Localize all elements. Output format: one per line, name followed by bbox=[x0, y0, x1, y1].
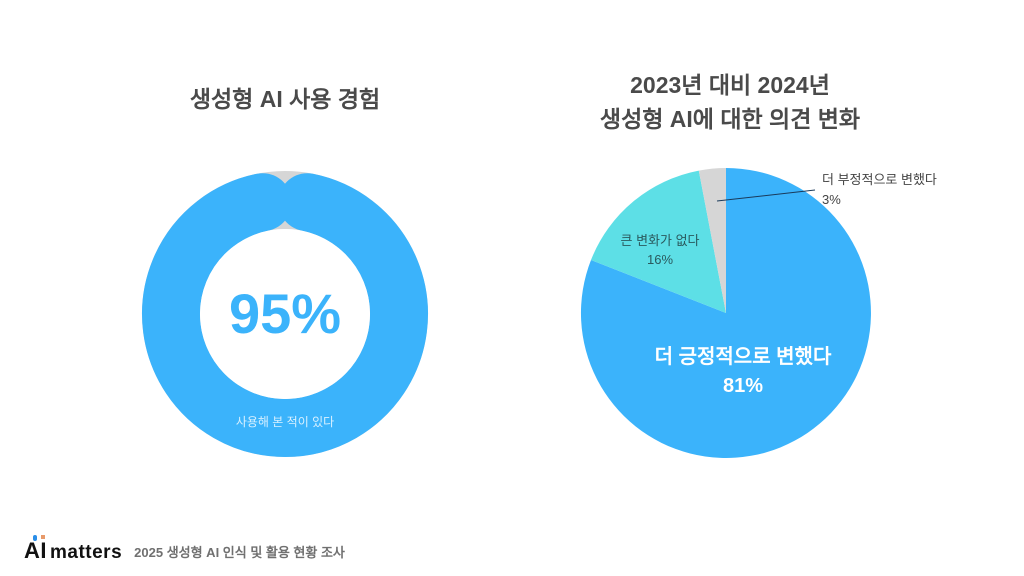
footer-caption: 2025 생성형 AI 인식 및 활용 현황 조사 bbox=[134, 544, 345, 560]
pie-label-negative: 더 부정적으로 변했다 bbox=[822, 172, 937, 187]
logo-wordmark: matters bbox=[50, 542, 123, 563]
pie-leader-line bbox=[716, 189, 816, 202]
pie-slice-positive bbox=[580, 168, 871, 459]
pie-value-positive: 81% bbox=[723, 375, 763, 397]
donut-center-value: 95% bbox=[229, 282, 341, 345]
right-chart-title-line2: 생성형 AI에 대한 의견 변화 bbox=[599, 106, 861, 132]
pie-slice-negative bbox=[698, 168, 726, 313]
right-chart-title: 2023년 대비 2024년 생성형 AI에 대한 의견 변화 bbox=[540, 68, 920, 136]
pie-value-no-change: 16% bbox=[647, 252, 673, 267]
pie-slice-no-change bbox=[591, 170, 726, 313]
left-chart-title: 생성형 AI 사용 경험 bbox=[189, 86, 381, 112]
donut-chart: 95% 사용해 본 적이 있다 bbox=[142, 171, 428, 457]
pie-label-positive: 더 긍정적으로 변했다 bbox=[655, 345, 832, 368]
pie-label-no-change: 큰 변화가 없다 bbox=[621, 233, 700, 248]
logo-ai-text: AI bbox=[24, 538, 47, 563]
logo-drop-icon bbox=[33, 535, 37, 541]
aimatters-logo: AI matters bbox=[24, 535, 123, 564]
footer: AI matters 2025 생성형 AI 인식 및 활용 현황 조사 bbox=[24, 535, 345, 566]
logo-square-icon bbox=[41, 535, 45, 539]
pie-chart: 더 긍정적으로 변했다 81% 큰 변화가 없다 16% 더 부정적으로 변했다… bbox=[580, 168, 937, 459]
donut-segment-label: 사용해 본 적이 있다 bbox=[236, 415, 334, 429]
pie-value-negative: 3% bbox=[822, 192, 841, 207]
right-chart-title-line1: 2023년 대비 2024년 bbox=[630, 72, 830, 98]
donut-hole bbox=[200, 229, 370, 399]
logo-ai-mark: AI bbox=[24, 535, 47, 564]
donut-segment-used bbox=[142, 173, 428, 457]
